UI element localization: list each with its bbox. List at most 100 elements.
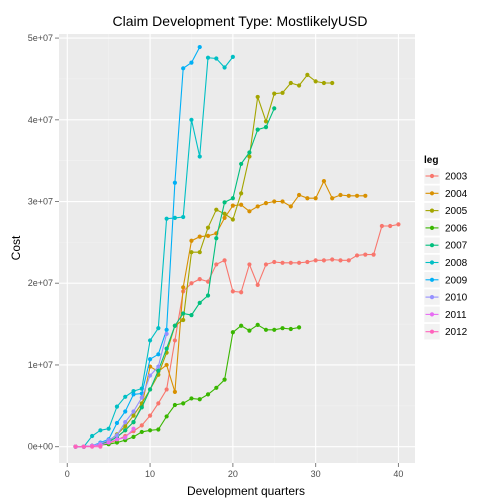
data-point-2003 (255, 282, 260, 287)
x-tick-label: 20 (228, 469, 238, 479)
data-point-2007 (239, 161, 244, 167)
data-point-2005 (288, 80, 293, 86)
data-point-2011 (106, 440, 111, 445)
data-point-2006 (156, 427, 161, 432)
legend-key-point (429, 312, 435, 317)
data-point-2003 (363, 252, 368, 257)
data-point-2004 (181, 285, 186, 290)
data-point-2010 (114, 433, 120, 438)
data-point-2005 (230, 217, 235, 222)
legend-item-2011: 2011 (423, 306, 467, 323)
data-point-2006 (222, 377, 227, 382)
data-point-2011 (131, 426, 136, 431)
data-point-2004 (338, 192, 343, 198)
legend-label: 2011 (445, 310, 467, 321)
legend-label: 2010 (445, 293, 468, 304)
data-point-2011 (114, 437, 120, 442)
legend-key-point (429, 329, 435, 334)
data-point-2008 (164, 216, 169, 221)
data-point-2003 (280, 260, 285, 265)
data-point-2006 (181, 401, 186, 406)
data-point-2007 (164, 346, 169, 351)
data-point-2004 (330, 196, 335, 201)
data-point-2005 (263, 119, 269, 124)
data-point-2006 (296, 325, 302, 330)
data-point-2006 (197, 397, 202, 402)
y-tick-label: 0e+00 (28, 442, 53, 452)
data-point-2003 (396, 222, 401, 227)
data-point-2007 (272, 106, 277, 111)
data-point-2009 (181, 66, 186, 71)
data-point-2004 (288, 204, 293, 209)
legend-key-point (429, 243, 435, 248)
data-point-2005 (330, 80, 335, 86)
legend-key-point (429, 208, 435, 213)
data-point-2006 (280, 326, 285, 331)
data-point-2003 (147, 413, 153, 418)
x-tick-label: 40 (393, 469, 403, 479)
data-point-2005 (123, 424, 128, 429)
legend-label: 2009 (445, 275, 468, 286)
x-axis-title: Development quarters (187, 484, 305, 498)
data-point-2003 (330, 257, 335, 262)
data-point-2003 (354, 253, 360, 258)
data-point-2010 (139, 395, 144, 400)
legend-label: 2006 (445, 223, 468, 234)
data-point-2003 (164, 387, 169, 392)
data-point-2004 (280, 199, 285, 204)
data-point-2004 (255, 204, 260, 209)
y-axis-ticks: 0e+00 1e+07 2e+07 3e+07 4e+07 5e+07 (28, 33, 59, 452)
data-point-2007 (156, 368, 161, 373)
data-point-2005 (239, 191, 244, 196)
data-point-2007 (131, 420, 136, 425)
data-point-2008 (172, 215, 178, 220)
data-point-2005 (313, 79, 318, 84)
data-point-2006 (114, 440, 120, 445)
data-point-2004 (164, 362, 169, 368)
x-axis-ticks: 0 10 20 30 40 (65, 463, 403, 479)
legend-item-2006: 2006 (423, 219, 468, 237)
legend-item-2003: 2003 (423, 167, 468, 185)
data-point-2010 (156, 364, 161, 369)
y-tick-label: 1e+07 (28, 360, 53, 370)
legend-item-2005: 2005 (423, 202, 468, 219)
data-point-2004 (263, 201, 269, 206)
data-point-2003 (139, 423, 144, 428)
data-point-2008 (205, 55, 211, 60)
data-point-2005 (181, 317, 186, 323)
data-point-2003 (230, 289, 235, 294)
data-point-2006 (288, 326, 293, 332)
data-point-2007 (123, 428, 128, 433)
data-point-2008 (222, 65, 227, 70)
data-point-2009 (156, 352, 161, 357)
y-tick-label: 5e+07 (28, 33, 53, 43)
data-point-2005 (305, 72, 310, 77)
grid-lines (59, 34, 415, 463)
data-point-2009 (197, 44, 202, 50)
y-tick-label: 2e+07 (28, 278, 53, 288)
data-point-2008 (197, 154, 202, 159)
data-point-2004 (197, 234, 202, 239)
legend-label: 2005 (445, 206, 468, 217)
data-point-2007 (197, 300, 202, 305)
data-point-2004 (239, 202, 244, 207)
legend-item-2004: 2004 (423, 185, 468, 202)
data-point-2008 (98, 428, 103, 433)
legend-item-2007: 2007 (423, 236, 468, 254)
data-point-2007 (230, 196, 235, 201)
legend: leg 2003 2004 2005 2006 2007 2008 2009 2010 2011… (423, 155, 468, 340)
data-point-2003 (272, 259, 277, 265)
data-point-2007 (172, 323, 178, 328)
y-axis-title: Cost (9, 235, 23, 260)
data-point-2008 (230, 54, 235, 59)
data-point-2008 (181, 214, 186, 220)
series-2012 (73, 444, 103, 449)
data-point-2003 (388, 223, 393, 229)
data-point-2004 (247, 209, 252, 214)
legend-item-2008: 2008 (423, 254, 468, 271)
data-point-2009 (189, 60, 194, 65)
data-point-2007 (181, 311, 186, 316)
data-point-2006 (263, 327, 269, 332)
data-point-2004 (313, 196, 318, 201)
